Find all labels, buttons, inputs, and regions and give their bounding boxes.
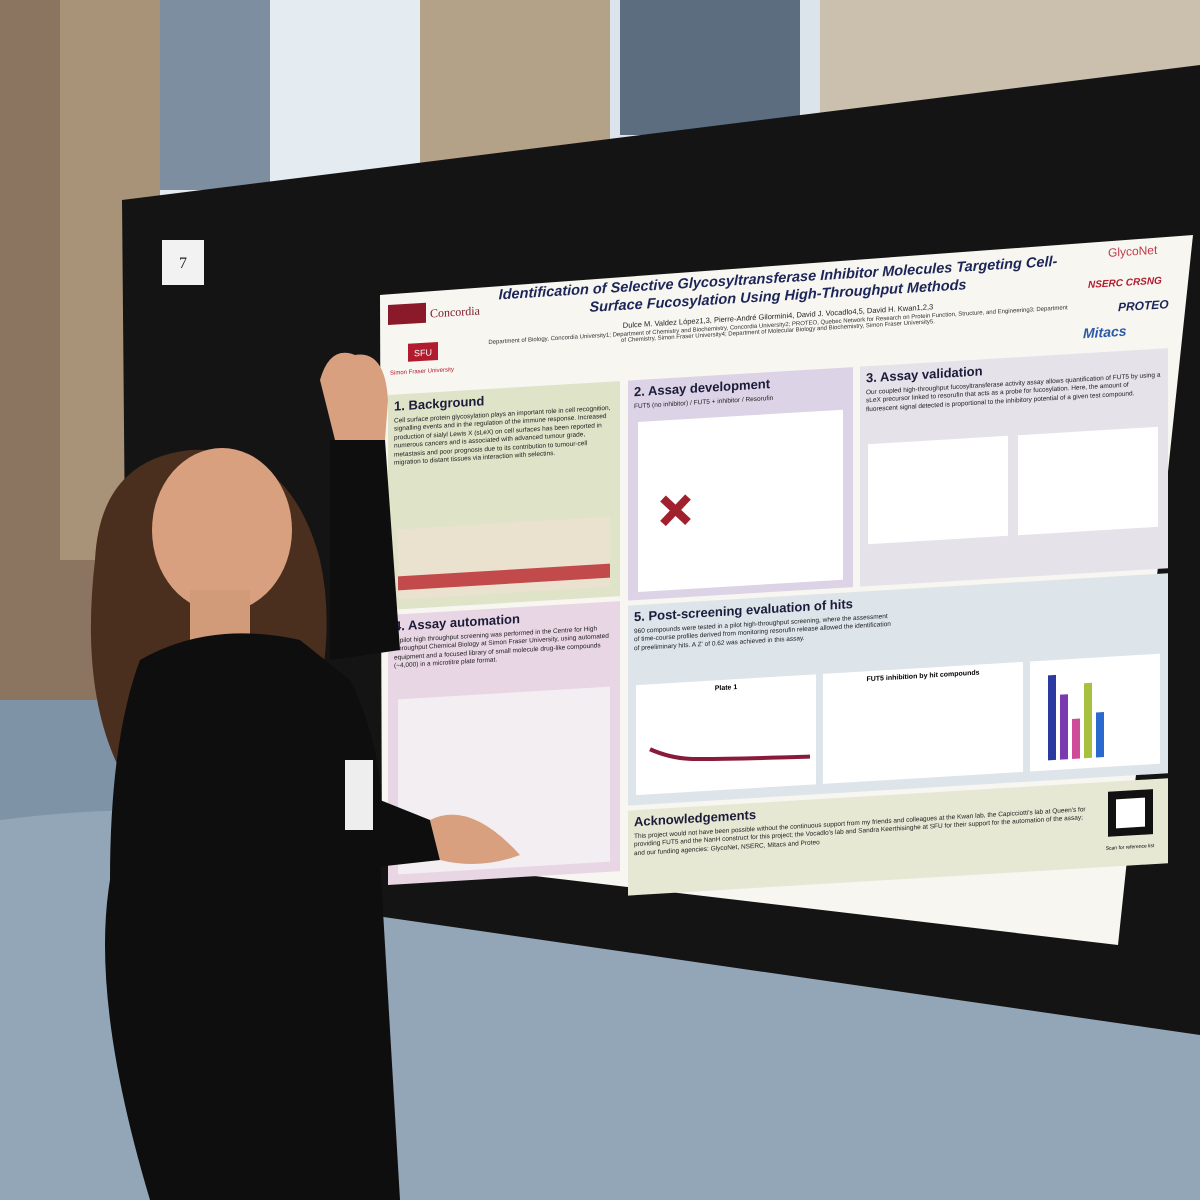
dress: [105, 633, 400, 1200]
poster-content: Concordia SFU Simon Fraser University Id…: [388, 243, 1169, 896]
logo: Simon Fraser University: [390, 367, 454, 377]
lower-hand: [430, 814, 520, 864]
figure-bar: [1060, 694, 1068, 760]
figure-bar: [1072, 718, 1080, 759]
logo: Concordia: [430, 303, 481, 320]
board-number-card: [162, 240, 204, 285]
raised-arm: [330, 440, 400, 660]
figure: [823, 661, 1023, 784]
figure-bar: [1084, 682, 1092, 759]
panel-background: [628, 778, 1168, 896]
concordia-logo-mark: [388, 302, 426, 325]
figure: [868, 435, 1008, 545]
logo: GlycoNet: [1108, 243, 1158, 260]
figure-bar: [1096, 712, 1104, 758]
figure: [638, 409, 843, 592]
logo: PROTEO: [1118, 297, 1169, 314]
sfu-logo-mark: [408, 341, 438, 362]
face: [152, 448, 292, 612]
section-text: Cell surface protein glycosylation plays…: [394, 404, 611, 467]
building: [620, 0, 800, 135]
board-number: 7: [179, 255, 187, 272]
qr-caption: Scan for reference list: [1106, 843, 1155, 852]
figure-tissue: [398, 563, 610, 591]
figure: [636, 674, 816, 796]
logo: SFU: [414, 347, 432, 358]
figure-bar: [1048, 674, 1056, 761]
figure-trace: [649, 747, 811, 762]
qr-code-pattern: [1116, 797, 1145, 829]
logo: Mitacs: [1083, 323, 1127, 342]
figure-title: Plate 1: [715, 684, 738, 692]
raised-hand: [320, 352, 388, 440]
building: [160, 0, 270, 190]
figure-cross: [660, 494, 691, 527]
name-badge: [345, 760, 373, 830]
logo: NSERC CRSNG: [1088, 276, 1162, 291]
figure: [1018, 426, 1158, 536]
